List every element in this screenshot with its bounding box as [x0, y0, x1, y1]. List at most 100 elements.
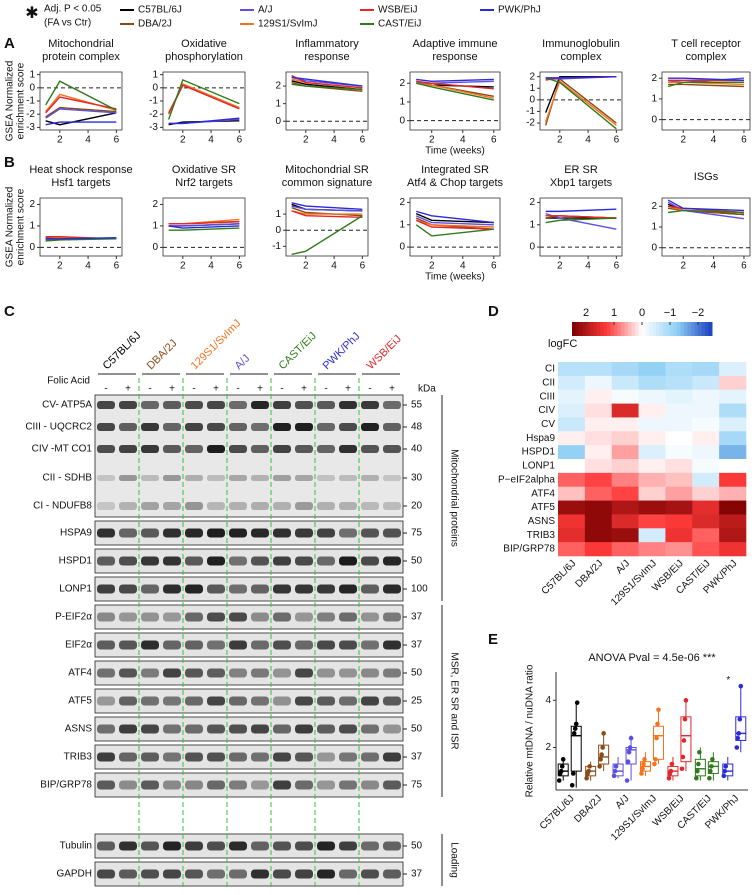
blot-band — [97, 445, 115, 453]
data-point — [627, 745, 633, 750]
treatment-sign: + — [301, 384, 307, 395]
y-tick-label: 0 — [152, 82, 158, 93]
data-point — [642, 757, 647, 762]
data-point — [612, 768, 618, 774]
blot-band — [361, 401, 379, 409]
blot-band — [141, 640, 159, 650]
heatmap-cell — [558, 500, 586, 515]
blot-band — [185, 502, 203, 510]
legend-label: WSB/EiJ — [378, 5, 417, 16]
colorbar-tick-label: 2 — [583, 307, 589, 319]
heatmap-cell — [665, 528, 693, 543]
protein-label: CII - SDHB — [43, 473, 93, 484]
row-label: CIV — [538, 405, 555, 416]
x-tick-label: 4 — [711, 135, 717, 146]
series-line — [545, 215, 617, 219]
data-point — [707, 775, 712, 781]
box — [694, 758, 706, 777]
blot-band — [141, 528, 159, 538]
colorbar-step — [603, 322, 608, 336]
y-axis-label: enrichment score — [16, 62, 27, 139]
heatmap-cell — [584, 417, 613, 432]
heatmap-cell — [558, 403, 586, 418]
x-tick-label: A/J — [614, 793, 632, 811]
series-line — [416, 78, 494, 83]
heatmap-cell — [638, 542, 666, 557]
blot-band — [207, 724, 225, 734]
blot-band — [119, 528, 137, 538]
blot-band — [163, 528, 181, 538]
blot-band — [273, 423, 291, 431]
series-line — [545, 75, 617, 79]
series-line — [667, 81, 744, 88]
y-tick-label: 0 — [399, 115, 405, 126]
series-line — [416, 210, 494, 224]
blot-band — [383, 724, 401, 734]
series-line — [167, 78, 240, 120]
data-point — [697, 749, 702, 755]
blot-band — [185, 445, 203, 453]
blot-band — [207, 401, 225, 409]
heatmap-cell — [665, 431, 693, 446]
blot-band — [383, 668, 401, 678]
kda-value: 37 — [411, 640, 423, 651]
heatmap-cell — [558, 375, 586, 391]
blot-band — [361, 841, 379, 851]
row-label: TRIB3 — [527, 530, 556, 541]
heatmap-cell — [584, 542, 613, 557]
box — [680, 716, 692, 763]
blot-band — [317, 612, 335, 622]
colorbar-step — [589, 322, 594, 336]
colorbar-step — [579, 322, 583, 336]
y-tick-label: 2 — [29, 199, 35, 210]
group-label: Loading — [448, 842, 459, 878]
blot-band — [317, 475, 335, 481]
chart-title: ISGs — [694, 171, 719, 183]
blot-band — [383, 445, 401, 453]
series-line — [45, 80, 117, 111]
blot-band — [317, 528, 335, 538]
data-point — [655, 721, 660, 727]
data-point — [666, 775, 672, 781]
data-point — [735, 735, 741, 741]
blot-band — [185, 724, 203, 734]
treatment-sign: + — [389, 384, 395, 395]
colorbar-step — [586, 322, 590, 336]
blot-band — [163, 401, 181, 409]
strain-label: C57BL/6J — [101, 330, 144, 373]
blot-band — [163, 640, 181, 650]
blot-band — [361, 724, 379, 734]
blot-band — [207, 696, 225, 706]
y-tick-label: 4 — [545, 695, 551, 706]
data-point — [559, 764, 565, 769]
blot-band — [141, 445, 159, 453]
blot-band — [97, 841, 115, 851]
blot-band — [383, 528, 401, 538]
x-tick-label: 2 — [680, 135, 686, 146]
heatmap-cell — [719, 375, 747, 391]
y-tick-label: 1 — [29, 221, 35, 232]
x-tick-label: 6 — [114, 261, 120, 272]
data-point — [737, 716, 743, 722]
heatmap-cell — [584, 472, 613, 488]
blot-band — [97, 640, 115, 650]
blot-band — [163, 423, 181, 431]
data-point — [639, 771, 644, 776]
blot-band — [383, 696, 401, 706]
y-tick-label: 1 — [529, 219, 535, 230]
series-line — [291, 210, 363, 219]
data-point — [556, 778, 562, 783]
chart-title: ER SR — [564, 164, 598, 176]
heatmap-cell — [638, 528, 666, 543]
blot-band — [295, 502, 313, 510]
series-line — [667, 199, 744, 212]
chart-title: Mitochondrial — [48, 38, 113, 50]
chart-title: Atf4 & Chop targets — [407, 177, 503, 189]
heatmap-cell — [611, 389, 639, 404]
x-tick-label: 2 — [303, 135, 309, 146]
chart-title: ANOVA Pval = 4.5e-06 *** — [588, 652, 716, 664]
colorbar-step — [614, 322, 618, 336]
heatmap-cell — [692, 514, 720, 529]
kda-value: 50 — [411, 668, 423, 679]
